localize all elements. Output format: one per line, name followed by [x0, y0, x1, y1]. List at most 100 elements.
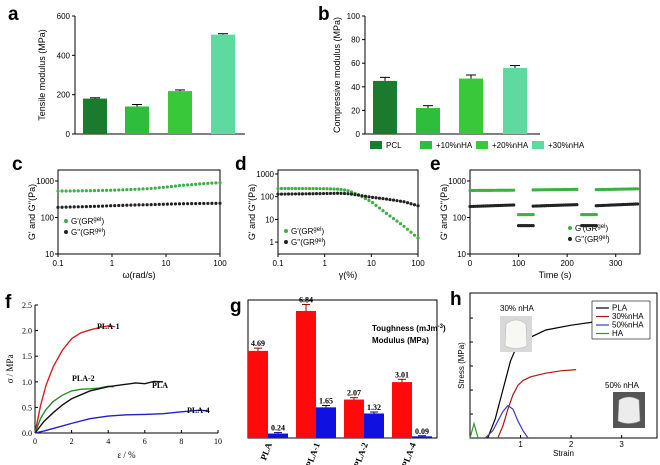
x-axis-label: Time (s) — [539, 270, 572, 280]
sample-cylinder — [617, 396, 641, 424]
y-tick-label: 20 — [351, 106, 360, 115]
data-point — [56, 205, 60, 209]
legend-label-1: 30%nHA — [612, 312, 644, 321]
data-point — [109, 204, 113, 208]
panel-f: f 0.0 0.5 1.0 1.5 2.0 2.5 0 2 4 6 8 10 ε / % σ / MPa PL… — [5, 292, 222, 460]
y-tick-label: 10 — [457, 250, 466, 259]
data-point — [153, 202, 157, 207]
data-point — [409, 202, 413, 206]
legend-swatch — [476, 141, 488, 149]
data-label: 2.07 — [347, 389, 361, 398]
panel-letter-f: f — [5, 292, 12, 313]
x-tick-label: 0 — [468, 259, 473, 268]
x-tick-label: 0 — [33, 437, 37, 446]
data-point — [56, 189, 60, 193]
data-point — [100, 204, 105, 208]
legend-label-1: G''(GRgel) — [71, 228, 106, 237]
legend-label-3: HA — [612, 329, 624, 338]
y-tick-label: 1000 — [448, 177, 466, 186]
data-point — [80, 189, 84, 193]
data-point — [165, 202, 169, 206]
data-point — [311, 187, 315, 191]
data-point — [210, 181, 214, 185]
legend-swatch — [532, 141, 544, 149]
data-point — [311, 192, 315, 196]
data-point — [279, 192, 284, 196]
legend-marker — [284, 240, 288, 244]
data-point — [121, 188, 125, 192]
data-point — [304, 186, 308, 191]
x-tick-label: 1 — [518, 440, 523, 449]
legend-label-0: G'(GRgel) — [575, 224, 608, 233]
legend-label-0: G'(GRgel) — [291, 227, 324, 236]
data-point — [531, 213, 535, 217]
data-point — [575, 203, 579, 207]
data-point — [321, 187, 326, 191]
panel-letter-b: b — [318, 4, 330, 25]
plot-frame — [57, 169, 221, 255]
data-point — [84, 204, 88, 209]
data-point — [141, 203, 145, 207]
x-tick-label: 0.1 — [52, 259, 64, 268]
data-point — [137, 203, 141, 207]
data-point — [169, 184, 173, 189]
x-tick-label: 2 — [70, 437, 74, 446]
data-point — [109, 188, 113, 192]
data-point — [72, 205, 76, 209]
panel-letter-c: c — [12, 154, 23, 175]
bar-+20%nHA — [459, 78, 483, 134]
category-label-PLA-1: PLA-1 — [304, 441, 322, 465]
data-point — [165, 185, 169, 189]
data-point — [388, 198, 392, 202]
data-point — [206, 181, 210, 185]
bar-PLA-2-0 — [344, 399, 364, 438]
legend-marker — [64, 230, 68, 234]
bar-PLA-0 — [248, 350, 268, 438]
data-point — [412, 203, 417, 207]
data-point — [402, 200, 406, 204]
panel-letter-h: h — [450, 289, 462, 310]
data-point — [339, 187, 343, 192]
series-line-PLA-4 — [34, 409, 209, 434]
data-point — [377, 206, 382, 210]
bar-PLA-1 — [268, 433, 288, 438]
data-point — [300, 192, 305, 196]
x-axis-label: ω(rad/s) — [122, 270, 155, 280]
data-point — [384, 211, 389, 216]
data-point — [388, 214, 392, 218]
data-point — [202, 181, 206, 186]
bar-PLA-2-1 — [364, 413, 384, 438]
panel-letter-a: a — [8, 4, 19, 25]
data-point — [173, 184, 178, 188]
data-point — [332, 191, 336, 195]
data-point — [381, 197, 385, 201]
data-point — [293, 192, 298, 196]
data-label: 4.69 — [251, 339, 265, 348]
data-point — [395, 219, 399, 223]
series-label-PLA: PLA — [152, 381, 168, 390]
legend-label-0: PLA — [612, 304, 628, 313]
data-point — [64, 205, 68, 209]
data-point — [100, 188, 105, 193]
series-label-PLA-2: PLA-2 — [72, 374, 95, 383]
data-point — [335, 191, 340, 195]
panel-letter-d: d — [235, 154, 247, 175]
x-tick-label: 3 — [619, 440, 624, 449]
sample-photo-50 — [613, 392, 645, 428]
data-point — [360, 194, 364, 198]
y-tick-label: 600 — [57, 12, 71, 21]
data-point — [635, 202, 640, 206]
data-point — [363, 196, 368, 201]
series-line-HA — [469, 421, 479, 439]
y-tick-label: 0 — [356, 130, 361, 139]
data-point — [117, 188, 121, 192]
data-point — [157, 186, 161, 190]
panel-g: g 4.69 6.84 2.07 3.01 0.24 1.65 1.32 0.09 PLA PLA-… — [230, 295, 446, 465]
data-point — [88, 189, 92, 193]
data-label: 0.09 — [415, 427, 429, 436]
bar-+20%nHA — [168, 91, 192, 134]
x-tick-label: 2 — [569, 440, 574, 449]
x-tick-label: 200 — [560, 259, 574, 268]
x-axis-label: γ(%) — [339, 270, 358, 280]
series-line-PLA-1 — [34, 325, 114, 434]
